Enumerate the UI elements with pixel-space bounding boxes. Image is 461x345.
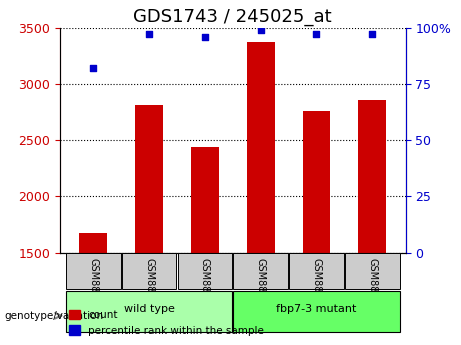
FancyBboxPatch shape [122,253,177,288]
FancyBboxPatch shape [233,291,400,332]
Text: GSM88045: GSM88045 [200,258,210,311]
Text: genotype/variation: genotype/variation [5,311,104,321]
Point [146,32,153,37]
FancyBboxPatch shape [177,253,232,288]
Point [368,32,376,37]
Bar [358,100,386,253]
Title: GDS1743 / 245025_at: GDS1743 / 245025_at [134,8,332,26]
Bar [302,111,331,253]
Point [90,65,97,71]
Bar [191,147,219,253]
Text: GSM88052: GSM88052 [256,258,266,311]
FancyBboxPatch shape [66,253,121,288]
Legend: count, percentile rank within the sample: count, percentile rank within the sample [65,306,268,340]
Bar [79,233,107,253]
FancyBboxPatch shape [289,253,344,288]
Point [257,27,264,33]
Bar [135,105,163,253]
FancyBboxPatch shape [345,253,400,288]
Text: wild type: wild type [124,304,175,314]
Bar [247,42,275,253]
FancyBboxPatch shape [233,253,288,288]
Text: GSM88053: GSM88053 [312,258,321,311]
Text: GSM88043: GSM88043 [89,258,98,311]
FancyBboxPatch shape [66,291,232,332]
Point [313,32,320,37]
Text: fbp7-3 mutant: fbp7-3 mutant [276,304,357,314]
Point [201,34,209,39]
Text: GSM88054: GSM88054 [367,258,377,311]
Text: GSM88044: GSM88044 [144,258,154,311]
